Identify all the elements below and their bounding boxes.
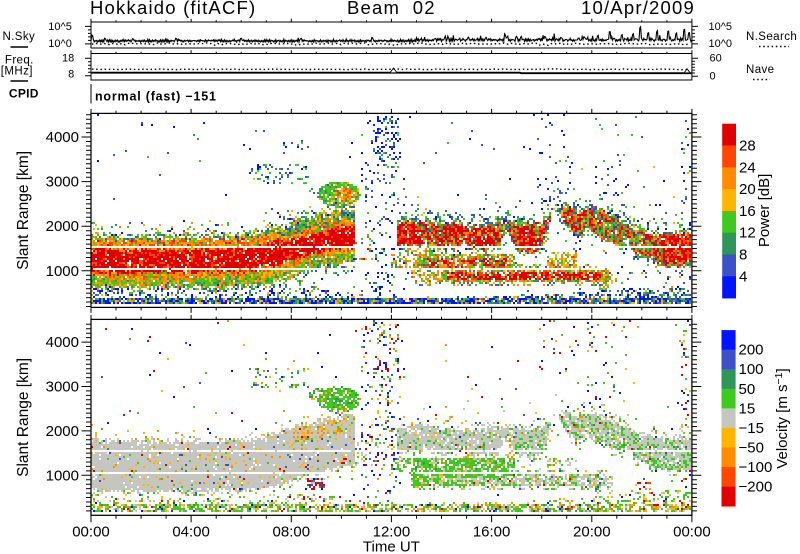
svg-text:00:00: 00:00 — [673, 524, 711, 541]
svg-text:3000: 3000 — [46, 379, 79, 396]
svg-text:15: 15 — [739, 400, 756, 417]
svg-text:Velocity [m s−1]: Velocity [m s−1] — [773, 368, 791, 468]
svg-text:12: 12 — [739, 225, 756, 242]
svg-text:20:00: 20:00 — [573, 524, 611, 541]
svg-text:Beam 02: Beam 02 — [347, 0, 436, 18]
svg-text:CPID: CPID — [9, 87, 39, 101]
svg-text:10/Apr/2009: 10/Apr/2009 — [581, 0, 695, 18]
svg-text:0: 0 — [710, 71, 716, 83]
svg-text:10^0: 10^0 — [48, 38, 72, 50]
svg-text:18: 18 — [62, 53, 74, 65]
svg-text:−50: −50 — [739, 440, 764, 457]
svg-text:Freq.: Freq. — [5, 54, 34, 66]
svg-text:Power [dB]: Power [dB] — [756, 174, 773, 247]
svg-text:10^5: 10^5 — [48, 21, 72, 33]
svg-text:8: 8 — [68, 68, 74, 80]
svg-text:−15: −15 — [739, 420, 764, 437]
svg-text:−200: −200 — [739, 479, 773, 496]
svg-text:8: 8 — [739, 247, 747, 264]
svg-text:Nave: Nave — [746, 64, 774, 76]
svg-text:16:00: 16:00 — [473, 524, 511, 541]
svg-text:200: 200 — [739, 342, 764, 359]
svg-text:N.Search: N.Search — [746, 31, 797, 43]
svg-text:1000: 1000 — [46, 467, 79, 484]
svg-text:Slant Range [km]: Slant Range [km] — [15, 358, 32, 477]
svg-text:4: 4 — [739, 268, 747, 285]
svg-text:10^5: 10^5 — [709, 21, 733, 33]
svg-text:60: 60 — [710, 53, 722, 65]
svg-text:28: 28 — [739, 138, 756, 155]
svg-text:1000: 1000 — [46, 263, 79, 280]
svg-text:4000: 4000 — [46, 129, 79, 146]
svg-text:3000: 3000 — [46, 174, 79, 191]
svg-text:16: 16 — [739, 203, 756, 220]
svg-text:Time UT: Time UT — [363, 539, 420, 554]
svg-text:20: 20 — [739, 181, 756, 198]
svg-text:00:00: 00:00 — [72, 524, 110, 541]
svg-text:normal (fast) −151: normal (fast) −151 — [95, 90, 217, 104]
svg-text:2000: 2000 — [46, 423, 79, 440]
svg-text:Hokkaido (fitACF): Hokkaido (fitACF) — [90, 0, 256, 18]
svg-text:[MHz]: [MHz] — [1, 65, 33, 77]
svg-text:12:00: 12:00 — [373, 524, 411, 541]
svg-text:2000: 2000 — [46, 218, 79, 235]
svg-text:4000: 4000 — [46, 334, 79, 351]
svg-text:100: 100 — [739, 361, 764, 378]
svg-text:50: 50 — [739, 381, 756, 398]
svg-text:04:00: 04:00 — [172, 524, 210, 541]
svg-text:10^0: 10^0 — [709, 38, 733, 50]
svg-text:08:00: 08:00 — [273, 524, 311, 541]
svg-text:Slant Range [km]: Slant Range [km] — [15, 151, 32, 270]
svg-text:−100: −100 — [739, 459, 773, 476]
svg-text:24: 24 — [739, 159, 756, 176]
svg-text:N.Sky: N.Sky — [3, 31, 36, 43]
